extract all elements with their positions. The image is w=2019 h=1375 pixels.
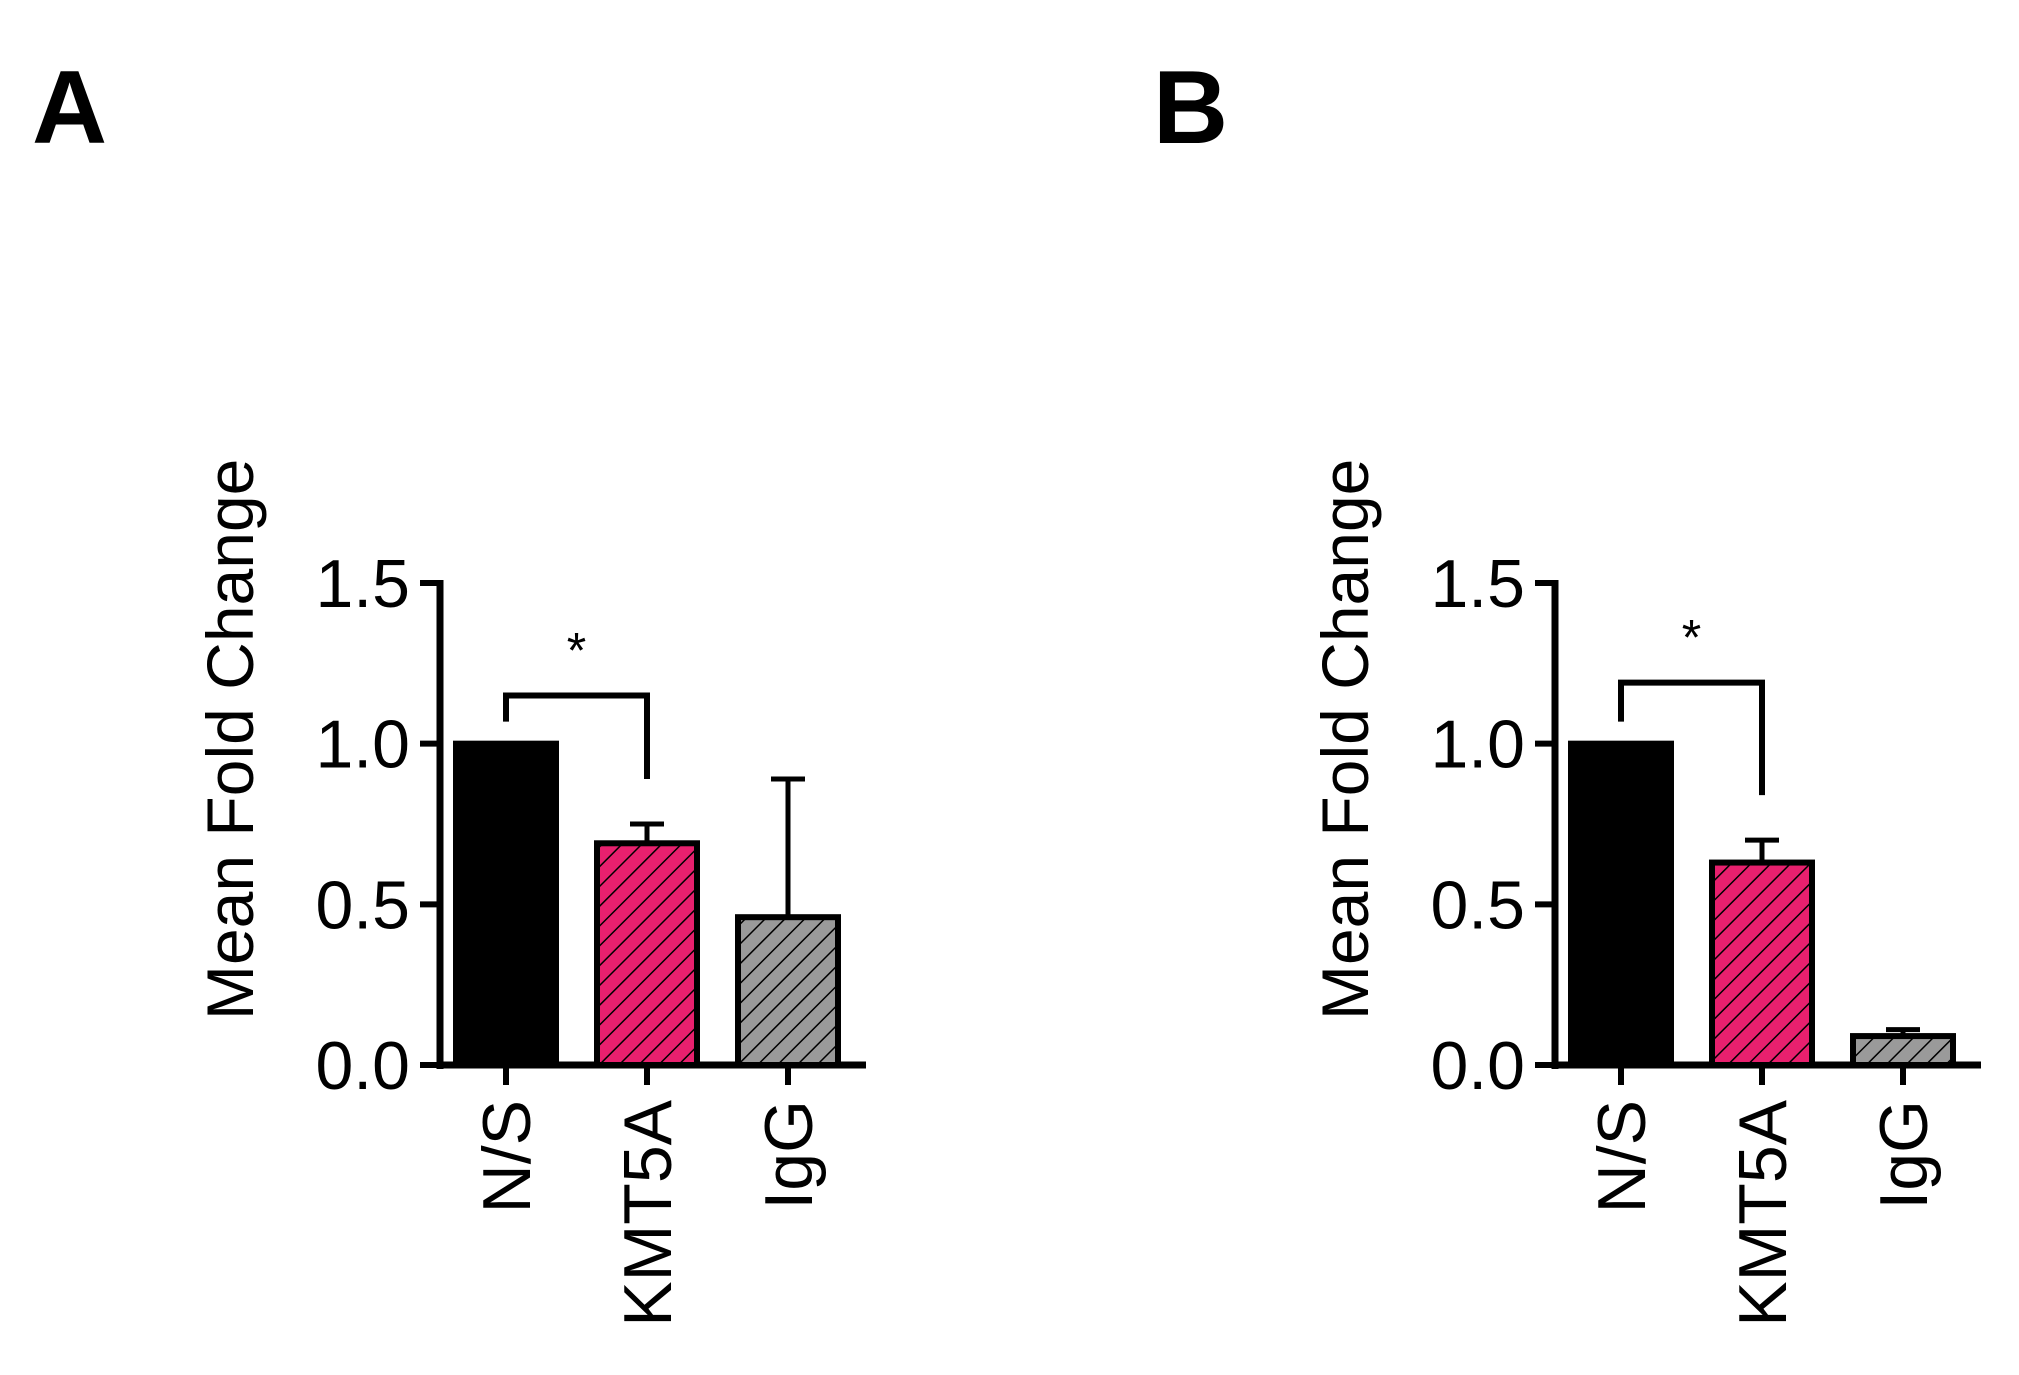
y-tick-label-a-2: 1.0 xyxy=(315,707,410,783)
y-axis-label-b: Mean Fold Change xyxy=(1308,459,1382,1020)
y-axis-label-a: Mean Fold Change xyxy=(193,459,267,1020)
panel-label-b: B xyxy=(1153,50,1228,166)
significance-bracket-b xyxy=(1618,679,1765,796)
category-label-b-0: N/S xyxy=(1584,1100,1660,1213)
y-tick-label-a-1: 0.5 xyxy=(315,867,410,943)
bar-b-2 xyxy=(1850,1033,1956,1068)
significance-bracket-a xyxy=(503,692,650,779)
category-label-b-2: IgG xyxy=(1866,1100,1942,1210)
y-tick-label-a-3: 1.5 xyxy=(315,546,410,622)
panel-label-a: A xyxy=(32,50,107,166)
y-tick-label-b-3: 1.5 xyxy=(1430,546,1525,622)
category-label-b-1: KMT5A xyxy=(1725,1099,1801,1326)
bar-a-0 xyxy=(453,740,559,1069)
y-tick-label-b-1: 0.5 xyxy=(1430,867,1525,943)
category-label-a-1: KMT5A xyxy=(610,1099,686,1326)
panel-a: A Mean Fold Change 0.0 0.5 1.0 1.5 N/S KMT5A I… xyxy=(32,50,866,1327)
bar-a-1 xyxy=(594,840,700,1069)
significance-star-a: * xyxy=(567,622,586,678)
bar-b-0 xyxy=(1568,740,1674,1069)
bar-b-1 xyxy=(1709,859,1815,1068)
category-label-a-2: IgG xyxy=(751,1100,827,1210)
panel-b: B Mean Fold Change 0.0 0.5 1.0 1.5 N/S KMT5A I… xyxy=(1153,50,1981,1327)
y-tick-label-b-0: 0.0 xyxy=(1430,1028,1525,1104)
y-tick-label-b-2: 1.0 xyxy=(1430,707,1525,783)
significance-star-b: * xyxy=(1682,610,1701,666)
y-tick-label-a-0: 0.0 xyxy=(315,1028,410,1104)
bar-a-2 xyxy=(735,914,841,1068)
category-label-a-0: N/S xyxy=(469,1100,545,1213)
